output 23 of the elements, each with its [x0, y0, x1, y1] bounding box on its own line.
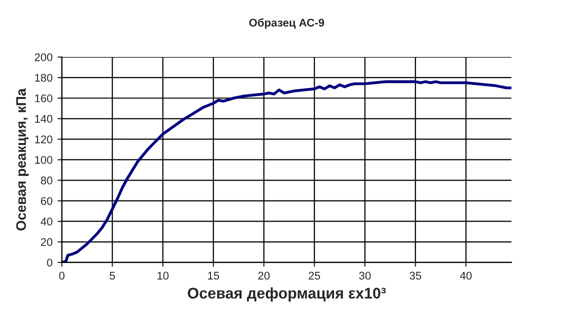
- x-tick-label: 10: [158, 272, 169, 280]
- y-tick-label: 140: [35, 114, 52, 123]
- y-tick-label: 120: [35, 135, 52, 144]
- y-tick-label: 0: [47, 258, 52, 267]
- y-tick-label: 100: [35, 156, 52, 164]
- x-tick-label: 20: [258, 272, 270, 280]
- x-tick-label: 5: [110, 272, 115, 280]
- y-tick-label: 20: [40, 238, 52, 246]
- x-tick-label: 35: [410, 272, 422, 280]
- x-tick-label: 40: [460, 272, 472, 280]
- y-axis-title: Осевая реакция, кПа: [16, 88, 29, 231]
- x-tick-label: 25: [308, 272, 320, 280]
- chart-title: Образец АС-9: [249, 18, 324, 29]
- y-tick-label: 160: [35, 94, 52, 102]
- y-tick-label: 60: [41, 197, 52, 205]
- y-tick-label: 40: [40, 218, 52, 226]
- x-tick-label: 0: [59, 272, 64, 280]
- x-axis-title: Осевая деформация εx10³: [188, 287, 386, 302]
- x-tick-label: 30: [359, 272, 371, 280]
- y-tick-label: 180: [35, 74, 52, 82]
- x-tick-label: 15: [208, 272, 220, 280]
- y-tick-label: 80: [40, 176, 52, 184]
- y-tick-label: 200: [34, 53, 52, 62]
